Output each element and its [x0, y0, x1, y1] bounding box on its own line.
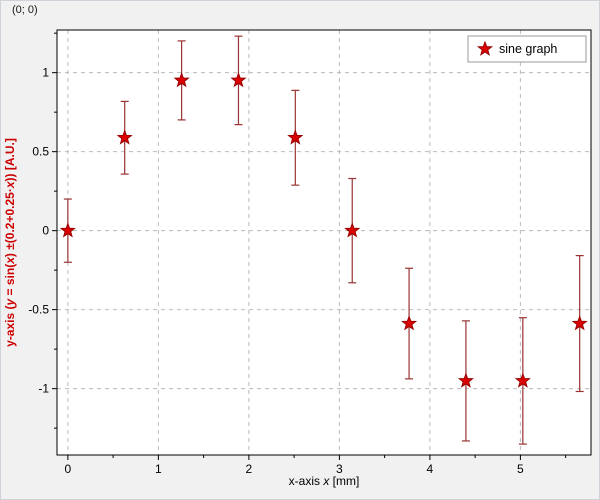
x-axis-title: x-axis x [mm] — [289, 474, 360, 488]
y-axis-tick-label: 0.5 — [32, 145, 49, 159]
data-point-marker[interactable] — [287, 129, 304, 145]
x-axis-tick-label: 5 — [517, 462, 524, 476]
legend-label: sine graph — [499, 42, 557, 56]
data-point-marker[interactable] — [344, 222, 361, 238]
y-axis-title: y-axis (y = sin(x) ±(0.2+0.25·x)) [A.U.] — [3, 138, 17, 347]
plot-border — [56, 29, 592, 456]
y-axis-tick-label: 0 — [42, 224, 49, 238]
legend[interactable]: sine graph — [467, 35, 587, 63]
x-axis-tick-label: 1 — [155, 462, 162, 476]
plot-area[interactable] — [57, 30, 591, 455]
data-point-marker[interactable] — [457, 372, 474, 388]
y-axis-tick-label: -0.5 — [28, 303, 49, 317]
data-point-marker[interactable] — [230, 71, 247, 88]
data-point-marker[interactable] — [173, 71, 190, 88]
data-point-marker[interactable] — [514, 372, 531, 388]
x-axis-tick-label: 4 — [427, 462, 434, 476]
x-axis-tick-label: 3 — [336, 462, 343, 476]
y-axis-tick-label: -1 — [38, 382, 49, 396]
cursor-coordinates-label: (0; 0) — [12, 4, 38, 16]
data-point-marker[interactable] — [571, 315, 588, 331]
data-point-marker[interactable] — [401, 315, 418, 331]
y-axis-tick-label: 1 — [42, 66, 49, 80]
x-axis-tick-label: 2 — [246, 462, 253, 476]
data-point-marker[interactable] — [59, 222, 76, 238]
legend-marker-icon — [476, 40, 494, 56]
x-axis-tick-label: 0 — [65, 462, 72, 476]
data-point-marker[interactable] — [116, 129, 133, 145]
